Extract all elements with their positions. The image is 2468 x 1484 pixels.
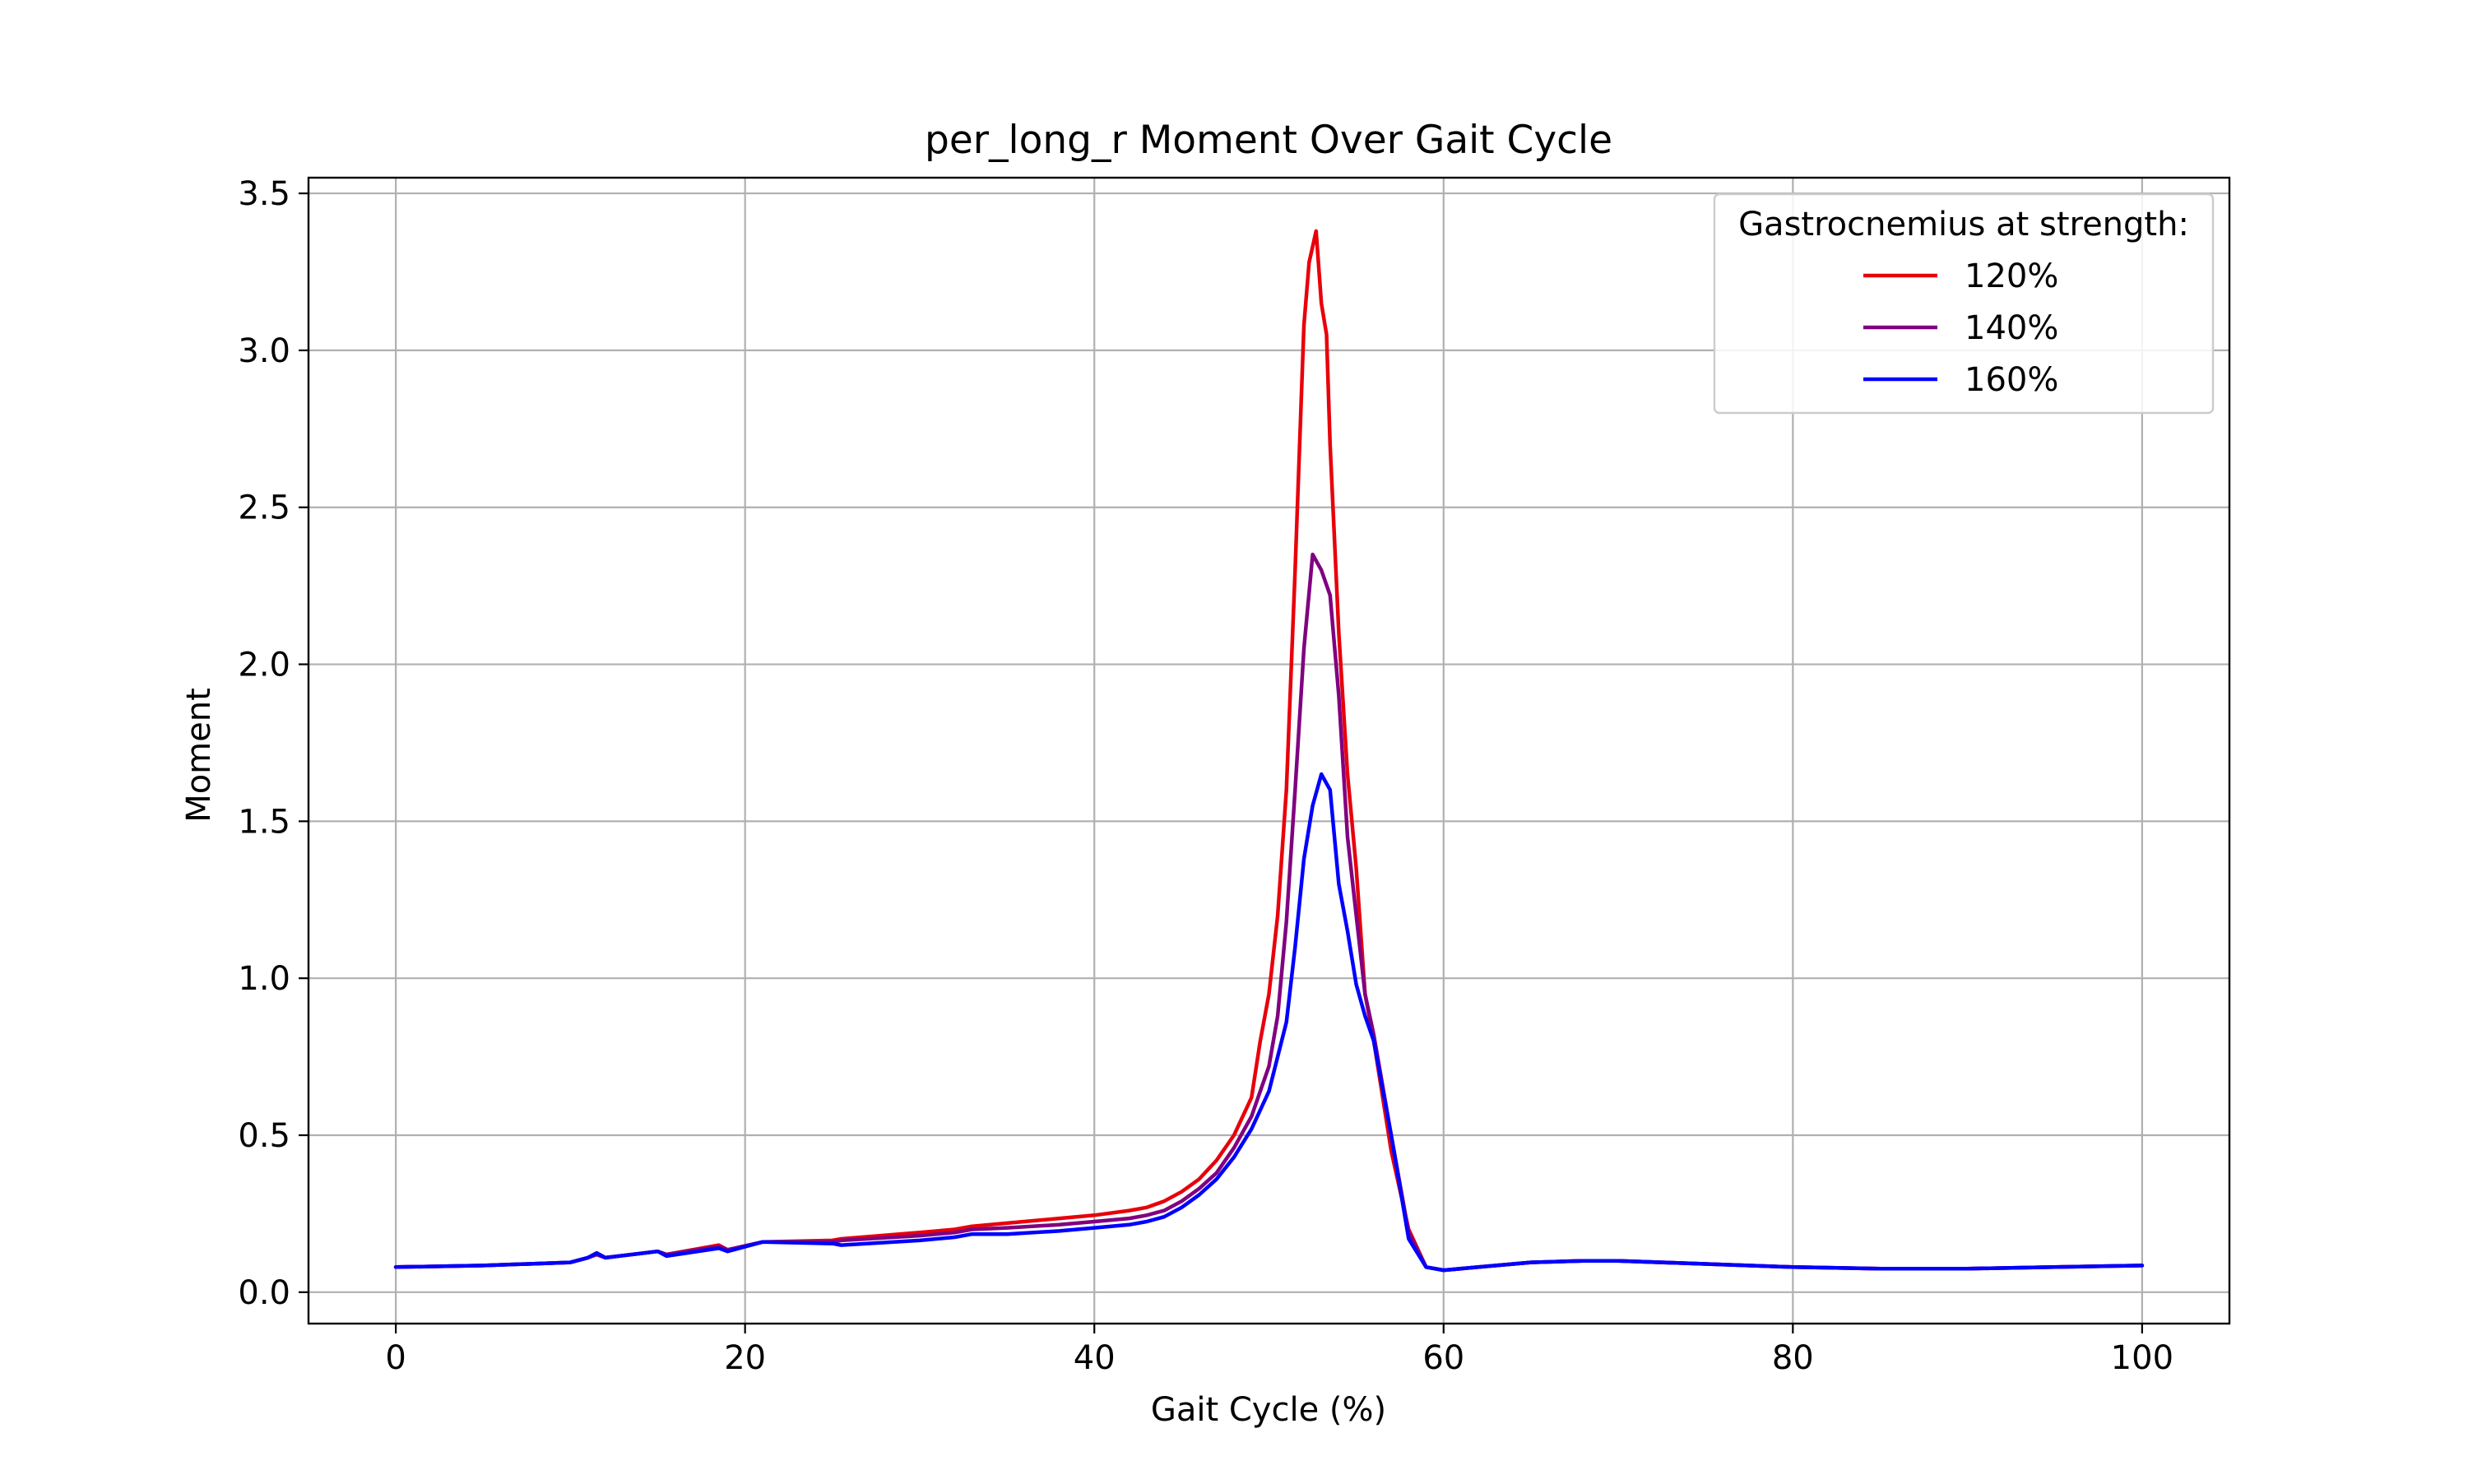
y-tick-label: 2.5	[238, 489, 290, 527]
legend-box	[1713, 192, 2215, 415]
y-tick-label: 1.0	[238, 960, 290, 998]
legend: Gastrocnemius at strength: 120% 140% 160%	[1713, 192, 2215, 415]
y-tick-label: 1.5	[238, 803, 290, 841]
x-axis-label: Gait Cycle (%)	[1151, 1391, 1386, 1429]
series-lines	[393, 229, 2145, 1273]
legend-label: 120%	[1965, 257, 2058, 295]
y-tick-label: 0.0	[238, 1274, 290, 1312]
x-tick-label: 100	[2111, 1339, 2173, 1377]
x-tick-label: 80	[1772, 1339, 1814, 1377]
x-tick-label: 0	[385, 1339, 406, 1377]
y-tick-label: 0.5	[238, 1117, 290, 1155]
chart-title: per_long_r Moment Over Gait Cycle	[925, 118, 1612, 163]
x-tick-label: 40	[1074, 1339, 1116, 1377]
y-tick-label: 2.0	[238, 647, 290, 684]
legend-entries: 120% 140% 160%	[1863, 257, 2058, 399]
series-line-160pct	[393, 772, 2145, 1273]
y-axis-label: Moment	[180, 688, 218, 823]
legend-title: Gastrocnemius at strength:	[1738, 206, 2189, 243]
x-tick-label: 20	[724, 1339, 766, 1377]
plot-frame	[307, 176, 2231, 1325]
axis-ticks: 0 20 40 60 80 100 0.0 0.5 1.0 1.5 2.0 2.5 3.0 3.5	[238, 175, 2173, 1377]
legend-label: 140%	[1965, 309, 2058, 347]
x-tick-label: 60	[1422, 1339, 1464, 1377]
legend-label: 160%	[1965, 361, 2058, 399]
grid-lines	[308, 178, 2229, 1324]
y-tick-label: 3.0	[238, 332, 290, 370]
y-tick-label: 3.5	[238, 175, 290, 213]
